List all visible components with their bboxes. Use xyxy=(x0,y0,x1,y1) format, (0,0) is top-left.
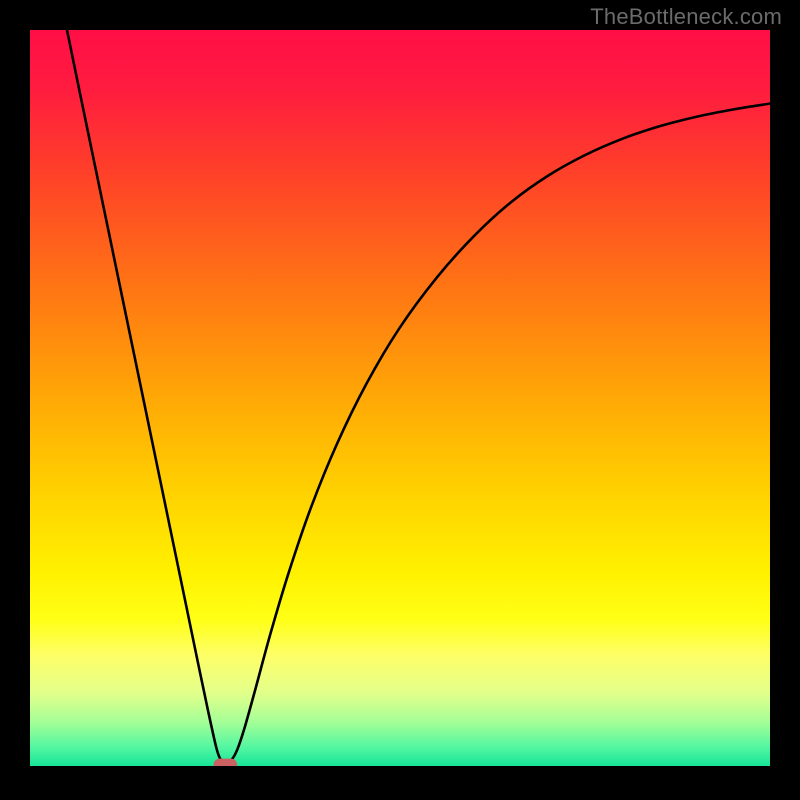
plot-svg xyxy=(30,30,770,766)
chart-frame: TheBottleneck.com xyxy=(0,0,800,800)
gradient-background xyxy=(30,30,770,766)
min-marker xyxy=(214,759,238,766)
plot-area xyxy=(30,30,770,766)
watermark-text: TheBottleneck.com xyxy=(590,4,782,30)
